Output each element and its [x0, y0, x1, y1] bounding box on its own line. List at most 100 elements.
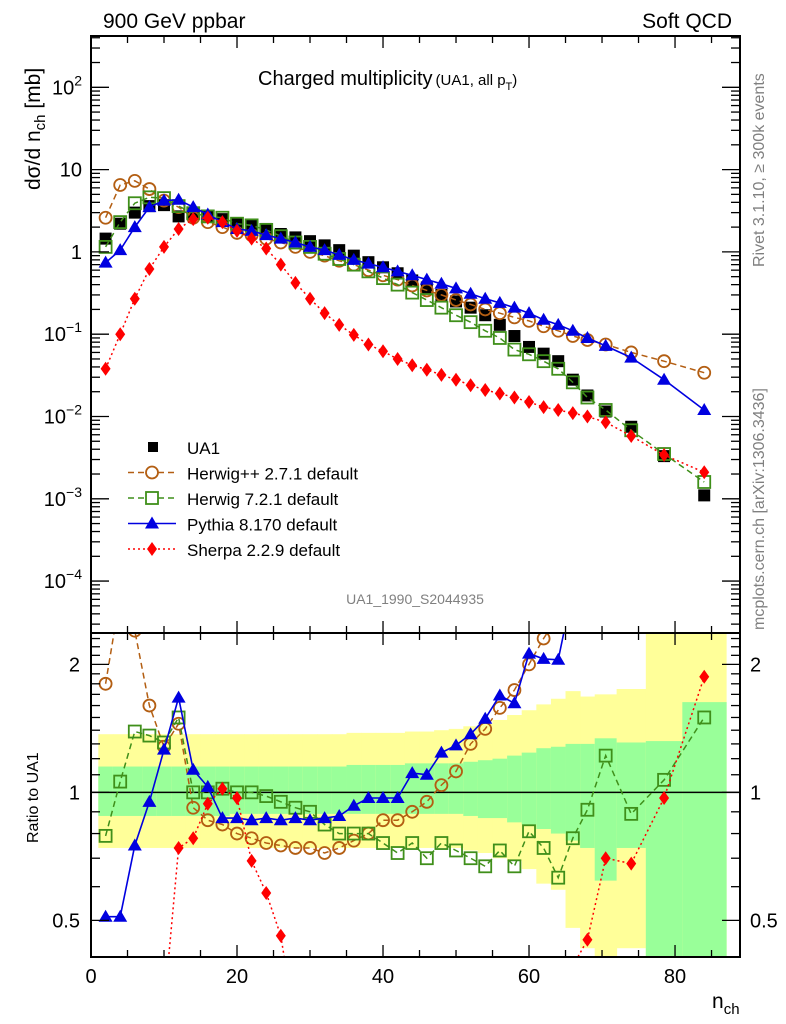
ratio-data-point: [390, 813, 405, 828]
data-point: [524, 394, 535, 409]
ratio-data-point: [361, 826, 376, 841]
ratio-data-point: [273, 794, 288, 809]
ratio-data-point: [449, 843, 463, 858]
ratio-data-point: [113, 909, 128, 922]
ytick-label: 1: [71, 242, 82, 264]
ratio-data-point: [173, 840, 184, 855]
ratio-data-point: [215, 811, 230, 824]
ratio-data-point: [288, 841, 303, 855]
ratio-panel-series: [98, 454, 712, 1016]
data-point: [232, 223, 243, 238]
data-point: [99, 232, 112, 245]
data-point: [186, 200, 201, 213]
stat-uncertainty-band: [550, 746, 567, 834]
data-point: [290, 275, 301, 290]
data-point: [113, 178, 128, 192]
data-point: [509, 390, 520, 405]
data-point: [244, 223, 259, 236]
ytick-label: 10−3: [44, 484, 82, 511]
data-point: [697, 402, 712, 415]
data-point: [142, 182, 157, 196]
data-point: [376, 260, 391, 273]
data-point: [303, 239, 318, 252]
ratio-data-point: [449, 764, 463, 779]
data-point: [188, 212, 199, 227]
data-point: [113, 243, 128, 256]
data-point: [552, 355, 565, 368]
data-point: [113, 215, 128, 230]
data-point: [332, 247, 347, 260]
ytick-label: 10−1: [44, 319, 82, 346]
stat-uncertainty-band: [244, 766, 260, 814]
ratio-data-point: [536, 841, 551, 855]
data-point: [493, 318, 506, 331]
ratio-data-point: [522, 646, 537, 659]
ratio-data-point: [697, 710, 712, 725]
data-point: [565, 375, 580, 390]
ratio-data-point: [599, 454, 613, 466]
data-point: [390, 277, 405, 292]
data-point: [217, 215, 228, 230]
ratio-data-point: [288, 811, 303, 824]
data-point: [480, 382, 491, 397]
ratio-data-point: [261, 885, 272, 900]
stat-uncertainty-band: [112, 766, 129, 816]
ratio-data-point: [244, 785, 259, 800]
data-point: [657, 354, 671, 369]
ratio-data-point: [273, 813, 288, 826]
data-point: [390, 264, 405, 277]
ratio-data-point: [232, 790, 243, 805]
stat-uncertainty-band: [521, 752, 537, 825]
data-point: [419, 293, 434, 307]
stat-uncertainty-band: [477, 760, 494, 819]
ratio-data-point: [114, 590, 126, 602]
ratio-data-point: [142, 794, 157, 807]
ratio-data-point: [507, 859, 522, 874]
ratio-data-point: [699, 669, 710, 684]
ratio-data-point: [376, 836, 390, 850]
data-point: [449, 293, 463, 307]
legend-label: Pythia 8.170 default: [187, 516, 338, 535]
data-point: [98, 239, 113, 254]
ratio-data-point: [582, 932, 593, 947]
ratio-data-point: [332, 808, 347, 821]
title-sub-close: ): [512, 72, 517, 89]
ratio-data-point: [568, 959, 578, 973]
ratio-ytick-label-right: 0.5: [750, 910, 778, 932]
ratio-data-point: [159, 1002, 169, 1016]
stat-uncertainty-band: [98, 766, 114, 816]
ratio-data-point: [273, 838, 288, 853]
data-point: [261, 241, 272, 256]
stat-uncertainty-band: [317, 766, 333, 814]
data-point: [436, 367, 447, 382]
data-point: [157, 193, 172, 206]
stat-uncertainty-band: [229, 766, 245, 814]
ratio-data-point: [581, 572, 593, 584]
stat-uncertainty-band: [536, 748, 552, 829]
ylabel-main: dσ/d n: [22, 130, 45, 190]
main-panel-series: [98, 173, 712, 502]
ylabel-sub: ch: [32, 114, 49, 130]
legend-item-pythia-8-170-default: Pythia 8.170 default: [128, 516, 338, 535]
data-point: [598, 338, 613, 351]
data-point: [657, 372, 672, 385]
ratio-ytick-label-right: 2: [750, 654, 761, 676]
ratio-data-point: [346, 798, 361, 811]
data-point: [305, 291, 316, 306]
legend-label: Herwig 7.2.1 default: [187, 490, 338, 509]
data-point: [697, 365, 712, 380]
data-point: [275, 257, 286, 272]
ratio-data-point: [492, 843, 507, 858]
ratio-data-point: [405, 766, 420, 779]
ratio-data-point: [332, 841, 347, 855]
data-point: [698, 489, 711, 502]
data-point: [463, 286, 478, 299]
data-point: [419, 272, 434, 285]
ratio-data-point: [580, 802, 595, 817]
data-point: [580, 330, 595, 343]
ratio-data-point: [659, 790, 670, 805]
data-point: [523, 340, 536, 353]
ratio-line-herwig-7-2-1-default: [104, 715, 705, 880]
ratio-data-point: [566, 582, 580, 594]
data-point: [553, 402, 564, 417]
